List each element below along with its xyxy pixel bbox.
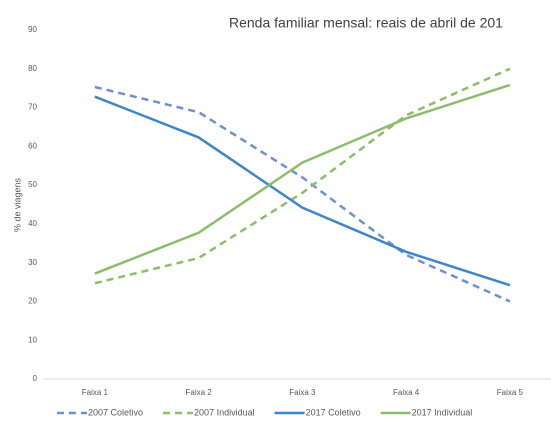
legend-label: 2017 Coletivo bbox=[306, 407, 361, 417]
y-tick-label: 60 bbox=[28, 141, 37, 150]
y-tick-label: 70 bbox=[28, 103, 37, 112]
legend-label: 2007 Coletivo bbox=[88, 407, 143, 417]
y-tick-label: 10 bbox=[28, 335, 37, 344]
y-tick-label: 40 bbox=[28, 219, 37, 228]
x-tick-label: Faixa 5 bbox=[497, 388, 524, 397]
series-line bbox=[94, 67, 511, 285]
x-tick-label: Faixa 2 bbox=[186, 388, 213, 397]
y-tick-label: 30 bbox=[28, 258, 37, 267]
y-tick-label: 20 bbox=[28, 297, 37, 306]
x-tick-label: Faixa 1 bbox=[82, 388, 109, 397]
x-tick-label: Faixa 3 bbox=[289, 388, 316, 397]
legend-label: 2007 Individual bbox=[194, 407, 255, 417]
series-line bbox=[94, 85, 511, 303]
y-tick-label: 90 bbox=[28, 25, 37, 34]
y-axis-label: % de viagens bbox=[12, 177, 22, 232]
y-tick-label: 50 bbox=[28, 180, 37, 189]
series-line bbox=[94, 95, 511, 287]
chart-title: Renda familiar mensal: reais de abril de… bbox=[229, 15, 503, 31]
y-tick-label: 0 bbox=[33, 374, 38, 383]
y-tick-label: 80 bbox=[28, 64, 37, 73]
legend-label: 2017 Individual bbox=[412, 407, 473, 417]
series-line bbox=[94, 83, 511, 275]
x-tick-label: Faixa 4 bbox=[393, 388, 420, 397]
